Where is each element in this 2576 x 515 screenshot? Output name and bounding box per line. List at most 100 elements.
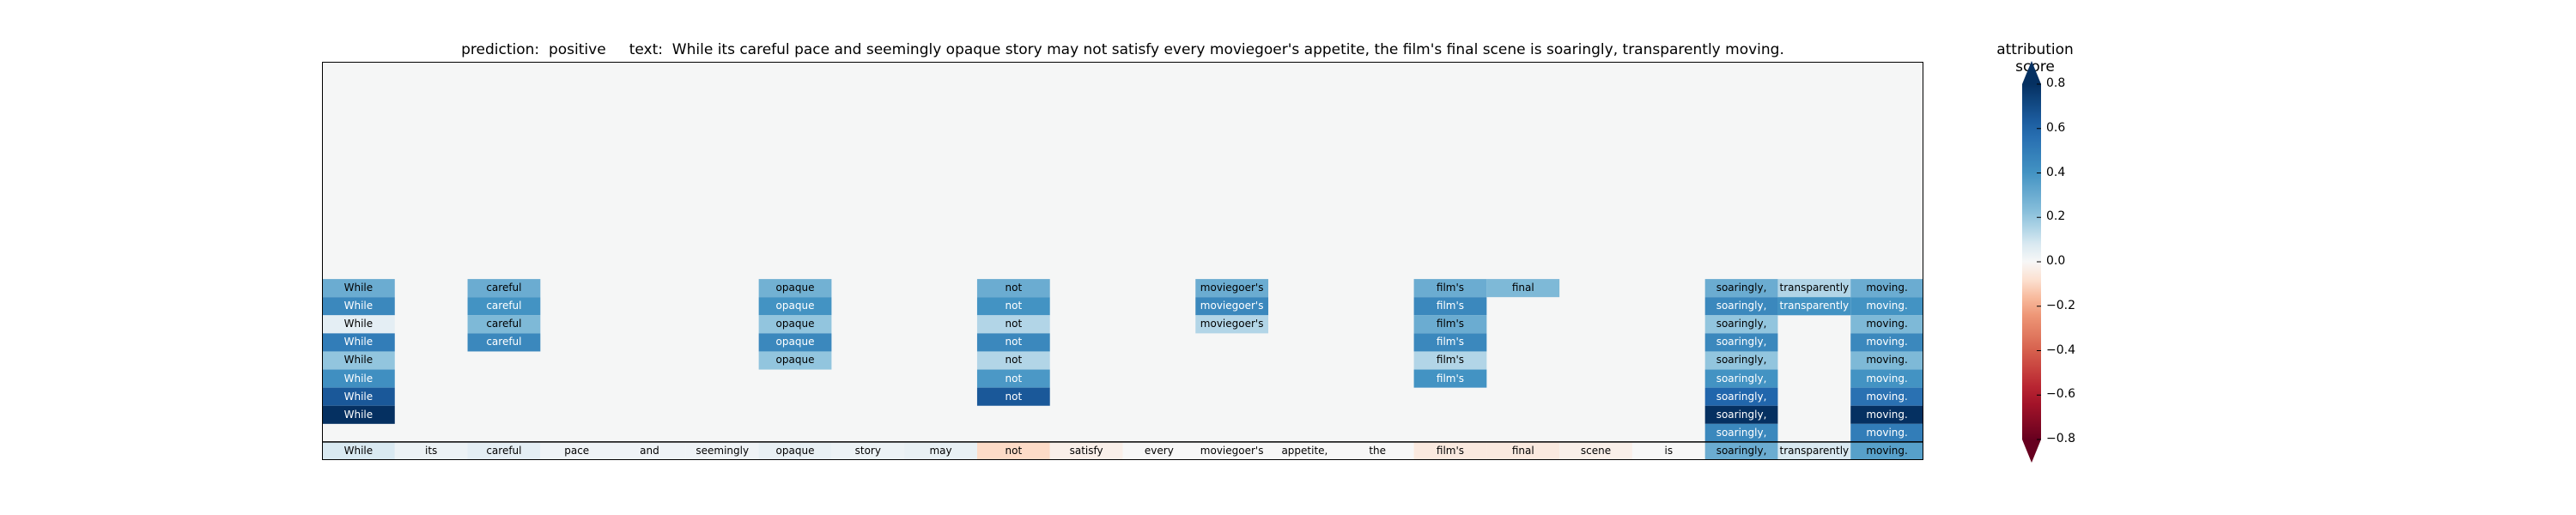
token-cell-2-cell [467,441,541,460]
attribution-5-0-label: film's [1436,282,1465,294]
token-cell-9-cell [976,441,1050,460]
attribution-0-1-label: While [343,300,374,312]
attribution-7-6-cell [1704,387,1778,406]
heatmap-background [322,62,1923,460]
attribution-5-4-cell [1413,351,1487,370]
attribution-0-2-cell [322,315,395,334]
attribution-8-0-cell [1777,279,1851,298]
token-cell-11-cell [1122,441,1196,460]
token-cell-4-cell [613,441,686,460]
attribution-3-3-cell [976,333,1050,352]
attribution-2-0-label: opaque [775,282,815,294]
token-cell-3-cell [540,441,614,460]
colorbar-tick-label: −0.8 [2046,432,2075,445]
attribution-7-3-cell [1704,333,1778,352]
attribution-9-1-label: moving. [1866,300,1908,312]
attribution-5-5-cell [1413,369,1487,388]
token-cell-17-label: scene [1580,444,1612,457]
attribution-0-3-cell [322,333,395,352]
attribution-4-2-cell [1195,315,1269,334]
colorbar-tick-label: 0.6 [2046,120,2066,135]
attribution-2-2-label: opaque [775,318,815,330]
token-cell-6-label: opaque [775,444,815,457]
attribution-7-1-cell [1704,297,1778,316]
attribution-9-2-cell [1850,315,1923,334]
token-cell-17-cell [1559,441,1632,460]
attribution-7-2-cell [1704,315,1778,334]
attribution-7-0-cell [1704,279,1778,298]
token-cell-10-cell [1049,441,1123,460]
attribution-3-3-label: not [1005,336,1023,348]
attribution-2-3-cell [758,333,832,352]
attribution-9-0-label: moving. [1866,282,1908,294]
attribution-0-1-cell [322,297,395,316]
attribution-4-0-label: moviegoer's [1200,282,1264,294]
token-cell-20-label: transparently [1779,444,1850,457]
heatmap-plot: While its careful pace and seemingly opaque sto… [322,62,1923,460]
token-cell-1-label: its [425,444,438,457]
attribution-2-0-cell [758,279,832,298]
attribution-9-8-label: moving. [1866,426,1908,439]
token-cell-15-cell [1413,441,1487,460]
attribution-2-4-cell [758,351,832,370]
attribution-0-2-label: While [343,318,374,330]
token-cell-21-label: moving. [1866,444,1908,457]
token-cell-18-label: is [1664,444,1674,457]
attribution-3-0-label: not [1005,282,1023,294]
attribution-0-5-cell [322,369,395,388]
attribution-0-4-cell [322,351,395,370]
attribution-4-1-label: moviegoer's [1200,300,1264,312]
token-cell-19-cell [1704,441,1778,460]
attribution-9-7-label: moving. [1866,408,1908,421]
attribution-7-0-label: soaringly, [1716,282,1767,294]
attribution-7-7-label: soaringly, [1716,408,1767,421]
token-cell-6-cell [758,441,832,460]
attribution-9-1-cell [1850,297,1923,316]
plot-frame [322,62,1923,460]
attribution-3-5-cell [976,369,1050,388]
colorbar-tick-label: −0.2 [2046,298,2075,312]
attribution-7-5-label: soaringly, [1716,372,1767,385]
attribution-7-8-cell [1704,423,1778,442]
token-cell-18-cell [1631,441,1705,460]
attribution-4-2-label: moviegoer's [1200,318,1264,330]
token-cell-9-label: not [1005,444,1023,457]
attribution-9-5-cell [1850,369,1923,388]
token-cell-13-cell [1268,441,1341,460]
heatmap-svg [322,62,1923,460]
attribution-1-1-label: careful [486,300,522,312]
attribution-9-4-cell [1850,351,1923,370]
attribution-7-8-label: soaringly, [1716,426,1767,439]
attribution-3-4-cell [976,351,1050,370]
attribution-8-0-label: transparently [1779,282,1850,294]
token-cell-12-cell [1195,441,1269,460]
attribution-0-0-cell [322,279,395,298]
token-cell-8-label: may [929,444,952,457]
attribution-7-4-cell [1704,351,1778,370]
attribution-2-3-label: opaque [775,336,815,348]
attribution-9-3-label: moving. [1866,336,1908,348]
attribution-7-7-cell [1704,405,1778,424]
colorbar-title: attribution score [1996,41,2074,76]
attribution-3-0-cell [976,279,1050,298]
chart-title: prediction: positive text: While its car… [322,41,1923,58]
colorbar-extend-min [2022,439,2041,463]
attribution-5-5-label: film's [1436,372,1465,385]
attribution-0-4-label: While [343,354,374,367]
attribution-9-2-label: moving. [1866,318,1908,330]
colorbar-tick-label: 0.4 [2046,165,2066,179]
attribution-9-5-label: moving. [1866,372,1908,385]
colorbar-extend-max [2022,61,2041,84]
colorbar-tick-label: 0.8 [2046,76,2066,90]
attribution-0-0-label: While [343,282,374,294]
attribution-5-3-label: film's [1436,336,1465,348]
attribution-4-1-cell [1195,297,1269,316]
attribution-9-7-cell [1850,405,1923,424]
attribution-0-5-label: While [343,372,374,385]
attribution-8-1-cell [1777,297,1851,316]
token-cell-1-cell [394,441,468,460]
attribution-5-2-cell [1413,315,1487,334]
token-cell-14-label: the [1369,444,1387,457]
attribution-1-0-cell [467,279,541,298]
